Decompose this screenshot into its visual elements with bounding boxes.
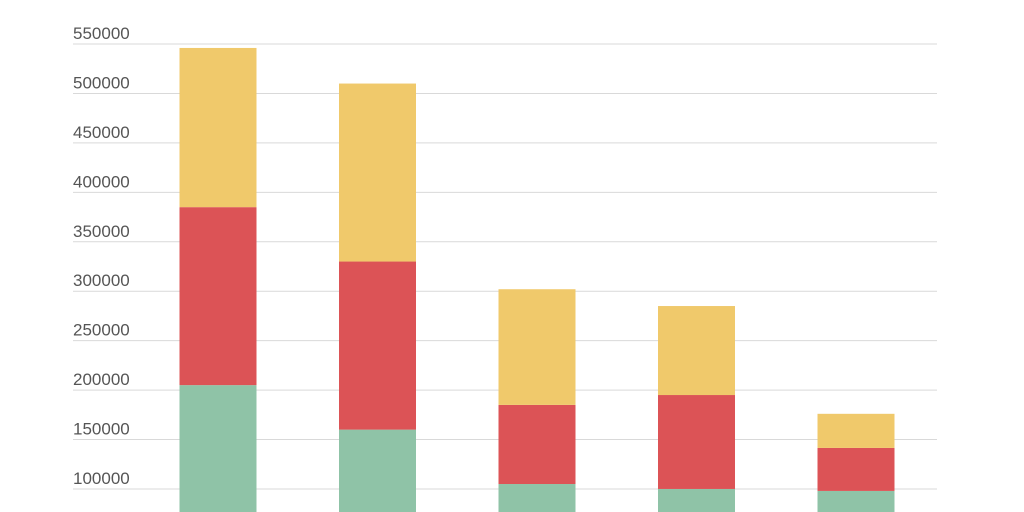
bar-segment xyxy=(339,429,416,512)
bar-segment xyxy=(339,261,416,430)
bar-segment xyxy=(658,488,735,512)
y-tick-label: 400000 xyxy=(73,172,130,191)
y-tick-label: 500000 xyxy=(73,73,130,92)
bar-segment xyxy=(658,395,735,489)
bar-segment xyxy=(817,447,895,491)
bar-segment xyxy=(179,385,257,512)
bar-segment xyxy=(339,83,416,262)
bar-segment xyxy=(179,47,257,208)
bar-segment xyxy=(817,490,895,512)
y-tick-label: 100000 xyxy=(73,469,130,488)
bar-segment xyxy=(658,306,735,396)
bar-segment xyxy=(498,484,576,512)
bar-segment xyxy=(498,404,576,485)
y-tick-label: 300000 xyxy=(73,271,130,290)
y-tick-label: 250000 xyxy=(73,321,130,340)
y-tick-label: 350000 xyxy=(73,222,130,241)
y-tick-label: 200000 xyxy=(73,370,130,389)
bar-segment xyxy=(179,207,257,386)
y-tick-label: 550000 xyxy=(73,24,130,43)
bar-segment xyxy=(817,413,895,448)
bar-segment xyxy=(498,289,576,405)
y-tick-label: 450000 xyxy=(73,123,130,142)
y-tick-label: 150000 xyxy=(73,420,130,439)
